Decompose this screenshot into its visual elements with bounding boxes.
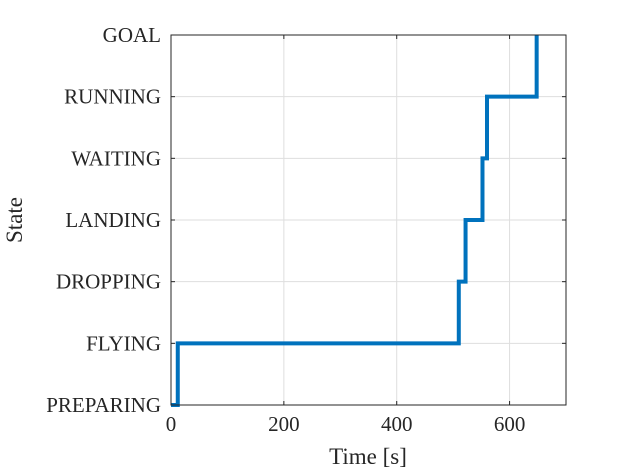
x-tick-label: 400 [381, 412, 413, 436]
y-tick-label: DROPPING [56, 270, 161, 294]
state-series-line [171, 35, 539, 407]
series-layer [171, 35, 539, 407]
y-tick-label: RUNNING [64, 85, 161, 109]
x-tick-label: 200 [268, 412, 300, 436]
y-tick-label: PREPARING [46, 393, 161, 417]
y-tick-label: LANDING [65, 208, 161, 232]
x-tick-labels: 0 200 400 600 [166, 412, 526, 436]
plot-frame [170, 34, 567, 406]
x-tick-label: 0 [166, 412, 177, 436]
y-tick-label: GOAL [103, 23, 161, 47]
y-tick-label: FLYING [86, 331, 161, 355]
y-axis-label: State [2, 197, 27, 243]
x-axis-label: Time [s] [329, 444, 407, 469]
x-tick-label: 600 [494, 412, 526, 436]
y-tick-labels: PREPARING FLYING DROPPING LANDING WAITING RUN… [46, 23, 161, 417]
y-tick-label: WAITING [71, 146, 161, 170]
